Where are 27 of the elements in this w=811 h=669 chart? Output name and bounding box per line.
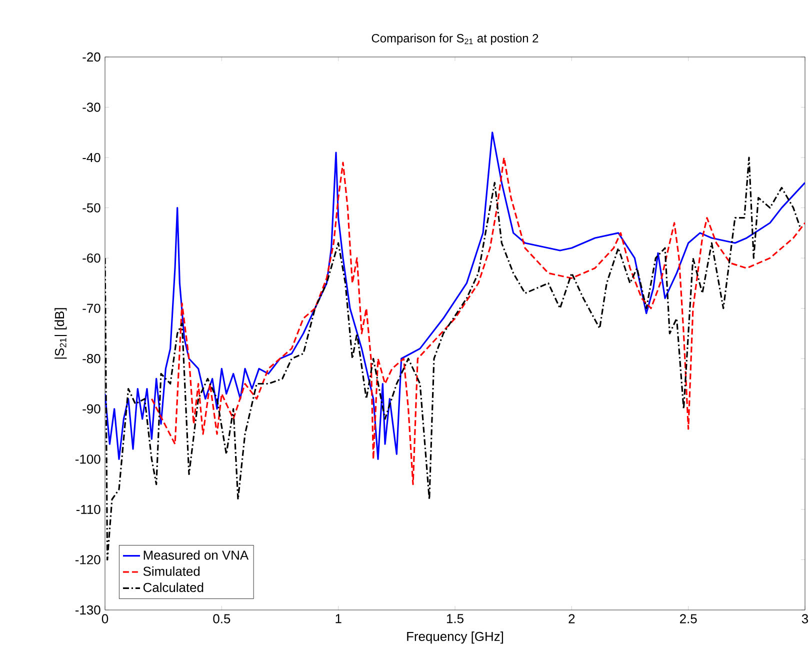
legend-label: Calculated (143, 582, 204, 592)
y-tick-label: -60 (82, 253, 100, 263)
line-series (105, 132, 806, 460)
legend-label: Measured on VNA (144, 550, 249, 560)
y-tick-label: -110 (76, 504, 100, 514)
y-tick-label: -120 (75, 555, 100, 564)
legend-label: Simulated (143, 566, 200, 576)
y-tick-label: -80 (82, 354, 100, 364)
y-tick-label: -100 (75, 454, 100, 464)
y-tick-label: -130 (75, 605, 100, 615)
y-tick-label: -40 (82, 152, 100, 162)
x-tick-label: 1 (336, 614, 342, 624)
x-tick-label: 3 (802, 614, 808, 624)
y-tick-label: -70 (82, 304, 100, 313)
y-tick-label: -20 (82, 52, 100, 62)
x-tick-label: 2.5 (680, 614, 697, 624)
y-tick-label: -30 (82, 102, 100, 112)
y-tick-label: -50 (82, 203, 100, 212)
y-tick-label: -90 (82, 404, 100, 414)
x-tick-label: 0 (102, 614, 108, 624)
x-tick-label: 2 (568, 614, 575, 624)
y-axis-title: |S$_{21}$| [dB] (54, 308, 67, 359)
chart-title: Comparison for S$_{21}$ at postion 2 (372, 34, 538, 45)
line-series (150, 156, 806, 486)
x-tick-label: 1.5 (446, 614, 464, 624)
x-axis-title: Frequency [GHz] (407, 632, 504, 644)
x-tick-label: 0.5 (213, 614, 230, 624)
